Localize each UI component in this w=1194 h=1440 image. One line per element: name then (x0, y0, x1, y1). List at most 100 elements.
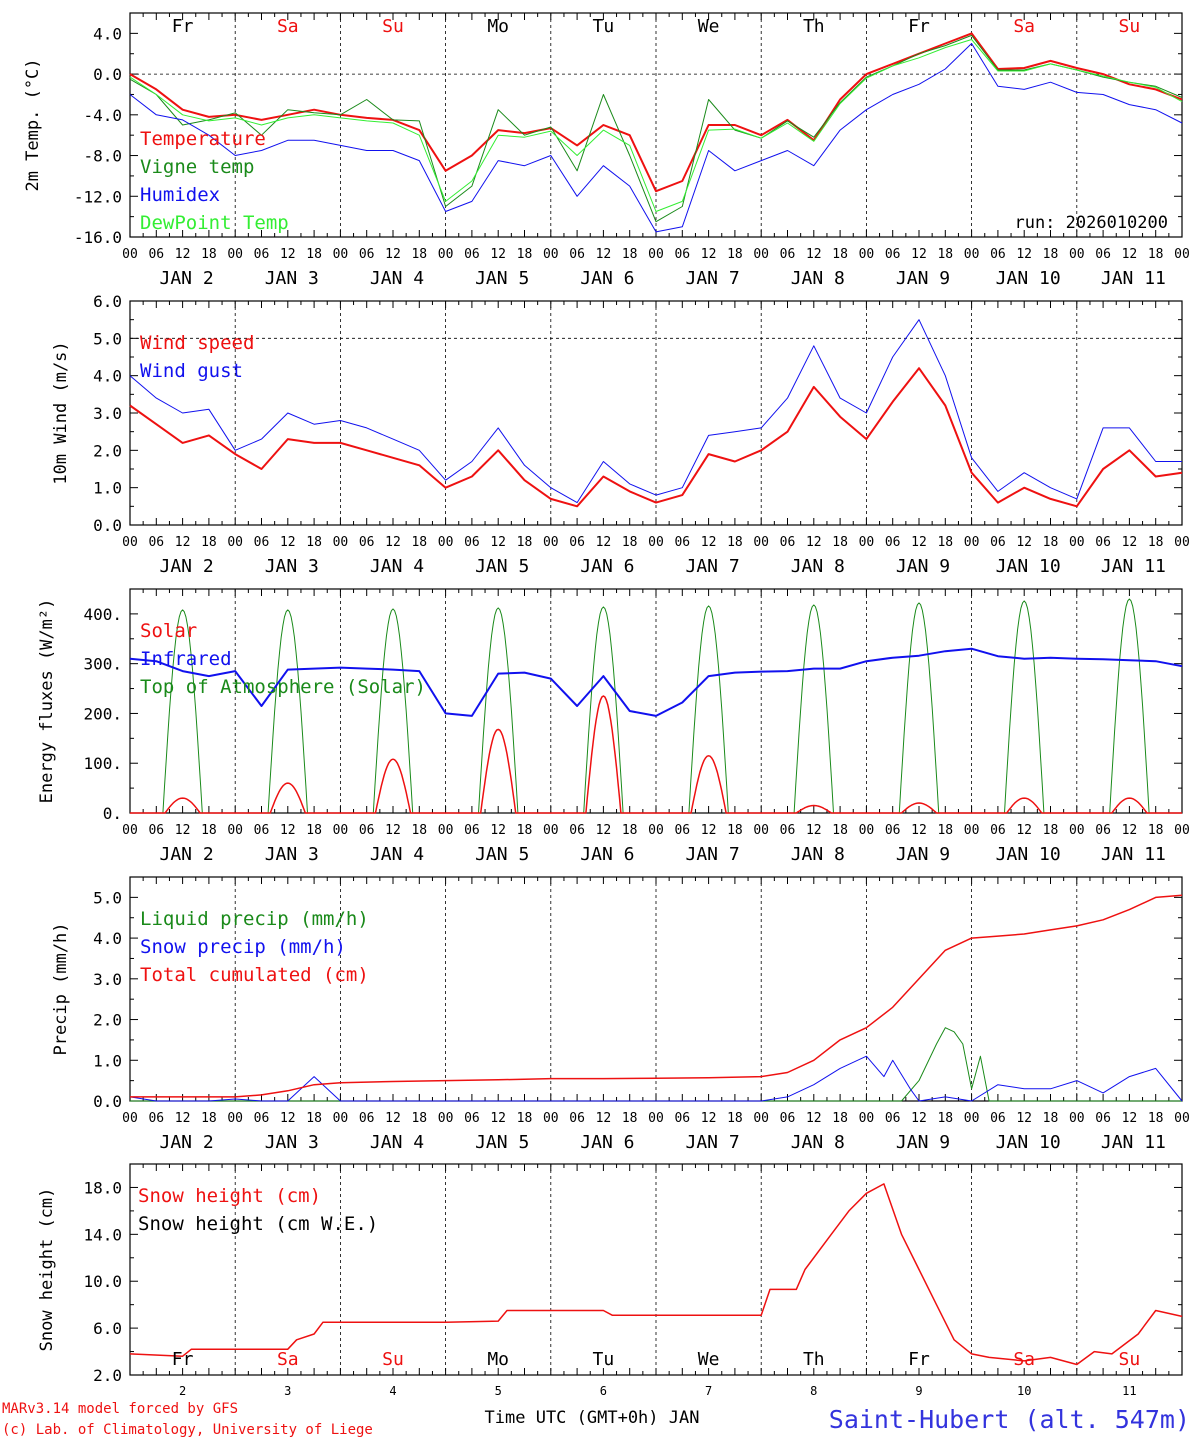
precip-hour-label: 12 (701, 1111, 717, 1126)
top-day-label: Mo (487, 16, 509, 37)
wind-hour-label: 06 (254, 535, 270, 550)
wind-hour-label: 18 (1148, 535, 1164, 550)
snow-y-tick-label: 10.0 (83, 1272, 122, 1291)
panel-precip: 5.0 4.0 3.0 2.0 1.0 0.0 Precip (mm/h) 00 06 12 18 J… (51, 876, 1190, 1153)
wind-hour-label: 00 (438, 535, 454, 550)
temp-y-tick-label: 0.0 (93, 65, 122, 84)
panel-temp: 4.0 0.0 -4.0 -8.0 -12.0 -16.0 2m Temp. (°C) 00 0… (23, 12, 1190, 289)
wind-hour-label: 18 (306, 535, 322, 550)
run-label: run: 2026010200 (1014, 213, 1168, 233)
wind-y-tick-label: 3.0 (93, 404, 122, 423)
lab-credit: (c) Lab. of Climatology, University of L… (2, 1422, 373, 1438)
top-day-label: Sa (1013, 16, 1035, 37)
precip-hour-label: 06 (885, 1111, 901, 1126)
precip-hour-label: 18 (517, 1111, 533, 1126)
precip-hour-label: 06 (464, 1111, 480, 1126)
precip-hour-label: 06 (674, 1111, 690, 1126)
temp-hour-label: 12 (596, 247, 612, 262)
wind-date-label: JAN 4 (370, 556, 424, 577)
flux-hour-label: 18 (832, 823, 848, 838)
precip-hour-label: 12 (596, 1111, 612, 1126)
precip-y-tick-label: 2.0 (93, 1011, 122, 1030)
wind-hour-label: 12 (490, 535, 506, 550)
temp-hour-label: 06 (569, 247, 585, 262)
flux-hour-label: 12 (701, 823, 717, 838)
flux-y-tick-label: 0. (103, 804, 122, 823)
bottom-day-number: 6 (600, 1384, 607, 1398)
snow-day-label: Sa (1013, 1349, 1035, 1370)
flux-hour-label: 18 (201, 823, 217, 838)
wind-hour-label: 06 (569, 535, 585, 550)
precip-date-label: JAN 6 (580, 1132, 634, 1153)
temp-series-vigne-temp (129, 34, 1183, 223)
precip-y-tick-label: 3.0 (93, 970, 122, 989)
temp-hour-label: 06 (464, 247, 480, 262)
wind-hour-label: 12 (701, 535, 717, 550)
flux-hour-label: 12 (1016, 823, 1032, 838)
wind-y-tick-label: 2.0 (93, 441, 122, 460)
snow-y-tick-label: 14.0 (83, 1225, 122, 1244)
flux-hour-label: 00 (333, 823, 349, 838)
temp-date-label: JAN 5 (475, 268, 529, 289)
temp-series-dewpoint-temp (129, 39, 1183, 212)
wind-hour-label: 00 (753, 535, 769, 550)
precip-date-label: JAN 2 (160, 1132, 214, 1153)
snow-day-label: Fr (908, 1349, 930, 1370)
precip-hour-label: 18 (306, 1111, 322, 1126)
bottom-day-number: 4 (389, 1384, 396, 1398)
temp-y-tick-label: -4.0 (83, 106, 122, 125)
temp-hour-label: 00 (438, 247, 454, 262)
snow-legend-entry: Snow height (cm) (138, 1185, 321, 1207)
precip-hour-label: 06 (569, 1111, 585, 1126)
temp-hour-label: 12 (280, 247, 296, 262)
flux-date-label: JAN 9 (896, 844, 950, 865)
temp-hour-label: 12 (1016, 247, 1032, 262)
wind-hour-label: 12 (596, 535, 612, 550)
temp-hour-label: 06 (885, 247, 901, 262)
wind-date-label: JAN 2 (160, 556, 214, 577)
precip-hour-label: 12 (175, 1111, 191, 1126)
bottom-day-number: 11 (1122, 1384, 1136, 1398)
flux-hour-label: 12 (280, 823, 296, 838)
flux-hour-label: 00 (964, 823, 980, 838)
wind-hour-label: 06 (359, 535, 375, 550)
snow-y-tick-label: 6.0 (93, 1319, 122, 1338)
temp-hour-label: 06 (990, 247, 1006, 262)
flux-legend-entry: Top of Atmosphere (Solar) (140, 676, 426, 698)
flux-date-label: JAN 2 (160, 844, 214, 865)
panels-layer: 4.00.0-4.0-8.0-12.0-16.02m Temp. (°C)00 0… (23, 12, 1190, 1385)
wind-hour-label: 18 (937, 535, 953, 550)
temp-hour-label: 12 (911, 247, 927, 262)
wind-series-wind-speed (129, 367, 1183, 508)
temp-hour-label: 18 (1148, 247, 1164, 262)
top-day-label: Sa (277, 16, 299, 37)
temp-date-label: JAN 3 (265, 268, 319, 289)
model-credit: MARv3.14 model forced by GFS (2, 1401, 238, 1417)
precip-date-label: JAN 5 (475, 1132, 529, 1153)
precip-hour-label: 00 (543, 1111, 559, 1126)
temp-y-tick-label: -12.0 (74, 187, 122, 206)
flux-hour-label: 12 (596, 823, 612, 838)
wind-hour-label: 00 (543, 535, 559, 550)
temp-hour-label: 06 (254, 247, 270, 262)
wind-date-label: JAN 11 (1101, 556, 1166, 577)
snow-day-label: Fr (172, 1349, 194, 1370)
snow-y-tick-label: 2.0 (93, 1366, 122, 1385)
temp-hour-label: 18 (411, 247, 427, 262)
precip-legend-entry: Total cumulated (cm) (140, 964, 369, 986)
wind-date-label: JAN 10 (996, 556, 1061, 577)
temp-hour-label: 18 (832, 247, 848, 262)
snow-day-label: Mo (487, 1349, 509, 1370)
snow-day-label: Th (803, 1349, 825, 1370)
wind-hour-label: 06 (885, 535, 901, 550)
wind-hour-label: 06 (990, 535, 1006, 550)
precip-hour-label: 18 (727, 1111, 743, 1126)
temp-date-label: JAN 4 (370, 268, 424, 289)
footer: MARv3.14 model forced by GFS (c) Lab. of… (2, 1401, 1190, 1438)
temp-hour-label: 18 (201, 247, 217, 262)
flux-hour-label: 12 (490, 823, 506, 838)
flux-series-solar (130, 695, 1182, 814)
temp-hour-label: 00 (122, 247, 138, 262)
panel-wind: 6.0 5.0 4.0 3.0 2.0 1.0 0.0 10m Wind (m/s) 00 06 1… (51, 292, 1190, 577)
